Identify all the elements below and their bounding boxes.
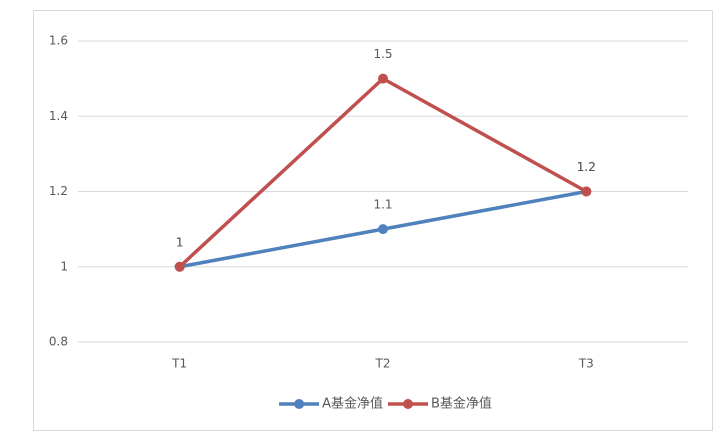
legend-marker [402, 399, 413, 409]
data-label: 1.1 [373, 198, 392, 212]
point-marker [174, 261, 185, 272]
x-tick-label: T3 [578, 357, 594, 371]
point-marker [581, 186, 592, 197]
y-tick-label: 1.2 [49, 184, 68, 198]
x-tick-label: T1 [171, 357, 187, 371]
data-label: 1 [176, 235, 184, 249]
y-tick-label: 0.8 [49, 335, 68, 349]
y-tick-label: 1.6 [49, 34, 68, 48]
data-label: 1 [176, 235, 184, 249]
point-marker [378, 224, 388, 235]
data-label: 1.2 [577, 160, 596, 174]
x-tick-label: T2 [375, 357, 391, 371]
chart-border [33, 10, 713, 431]
y-tick-label: 1 [60, 259, 68, 273]
data-label: 1.2 [577, 160, 596, 174]
point-marker [378, 73, 388, 84]
y-tick-label: 1.4 [49, 109, 68, 123]
data-label: 1.5 [373, 47, 392, 61]
legend-label: A基金净值 [322, 396, 383, 412]
legend-marker [294, 399, 305, 409]
legend-label: B基金净值 [431, 396, 492, 412]
